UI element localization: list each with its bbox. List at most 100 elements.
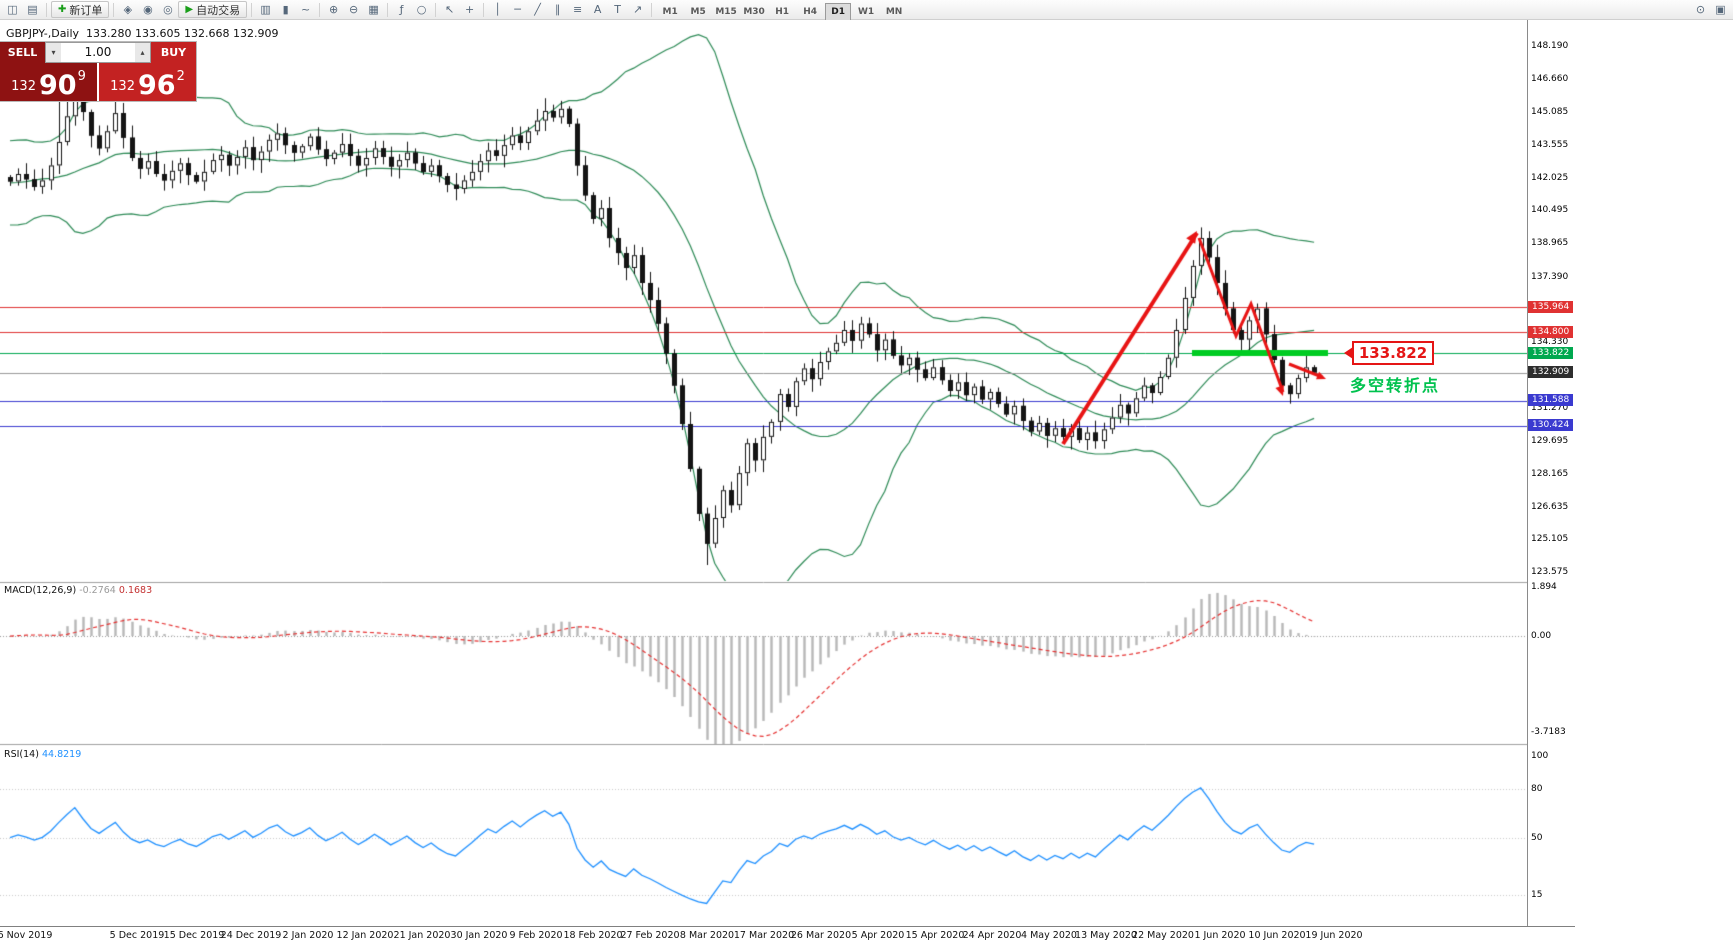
rsi-value: 44.8219 (41, 749, 82, 760)
timeframe-button-M30[interactable]: M30 (743, 6, 765, 17)
profiles-icon[interactable]: ▤ (27, 2, 38, 16)
date-label: 5 Dec 2019 (109, 930, 165, 941)
scripts-icon[interactable]: ◉ (143, 2, 153, 16)
trade-panel-controls: SELL ▾ 1.00 ▴ BUY (0, 42, 196, 63)
price-annotation-box[interactable]: 133.822 (1344, 341, 1434, 365)
timeframe-button-W1[interactable]: W1 (857, 6, 875, 17)
zoom-in-icon[interactable]: ⊕ (328, 2, 339, 16)
sell-price[interactable]: 132 90 9 (0, 63, 97, 101)
macd-signal-value: 0.1683 (118, 585, 153, 596)
date-label: 18 Feb 2020 (563, 930, 623, 941)
crosshair-icon[interactable]: + (464, 2, 475, 16)
price-line-flag: 135.964 (1528, 300, 1574, 313)
date-label: 22 May 2020 (1132, 930, 1194, 941)
price-tick-label: 146.660 (1531, 73, 1569, 84)
date-label: 17 Mar 2020 (733, 930, 795, 941)
price-tick-label: 138.965 (1531, 238, 1569, 249)
toolbar-separator (387, 2, 389, 17)
date-label: 9 Feb 2020 (509, 930, 563, 941)
toolbar-separator (435, 2, 437, 17)
toolbar-separator (319, 2, 321, 17)
date-label: 19 Jun 2020 (1305, 930, 1363, 941)
sell-price-sup: 9 (77, 69, 86, 84)
buy-price-big: 96 (137, 70, 176, 102)
turning-point-label[interactable]: 多空转折点 (1350, 376, 1441, 395)
timeframe-button-H1[interactable]: H1 (775, 6, 789, 17)
timeframe-button-M1[interactable]: M1 (662, 6, 678, 17)
date-label: 27 Feb 2020 (620, 930, 680, 941)
price-tick-label: 142.025 (1531, 172, 1569, 183)
text-label-icon[interactable]: T (614, 2, 621, 16)
toolbar-separator (251, 2, 253, 17)
volume-increase-button[interactable]: ▴ (135, 43, 150, 62)
price-line-flag: 131.588 (1528, 394, 1574, 407)
date-label: 4 May 2020 (1021, 930, 1077, 941)
time-axis[interactable]: 6 Nov 2019 5 Dec 2019 15 Dec 2019 24 Dec 20… (0, 926, 1575, 945)
macd-main-value: -0.2764 (79, 585, 116, 596)
arrow-object-icon[interactable]: ↗ (632, 2, 643, 16)
rsi-indicator-label: RSI(14) 44.8219 (4, 749, 81, 760)
price-line-flag: 134.800 (1528, 325, 1574, 338)
vertical-line-icon[interactable]: │ (494, 2, 501, 16)
chart-search-icon[interactable]: ⊙ (1695, 2, 1706, 16)
price-tick-label: 145.085 (1531, 107, 1569, 118)
horizontal-line-icon[interactable]: ─ (514, 2, 521, 16)
fibonacci-icon[interactable]: ≡ (572, 2, 583, 16)
buy-button[interactable]: BUY (151, 42, 196, 63)
tile-windows-icon[interactable]: ▦ (368, 2, 379, 16)
price-tick-label: 140.495 (1531, 205, 1569, 216)
current-price-flag: 132.909 (1528, 366, 1574, 379)
price-line-flag: 130.424 (1528, 419, 1574, 432)
sell-price-main: 132 (11, 79, 36, 94)
periods-icon[interactable]: ○ (416, 2, 427, 16)
chart-canvas[interactable] (0, 20, 1527, 928)
timeframe-group: M1 M5 M15 M30 H1 H4 D1 W1 MN (656, 0, 908, 21)
play-icon: ▶ (185, 4, 194, 15)
date-label: 15 Apr 2020 (905, 930, 965, 941)
expert-advisors-icon[interactable]: ◈ (123, 2, 133, 16)
text-icon[interactable]: A (593, 2, 602, 16)
timeframe-button-M5[interactable]: M5 (690, 6, 706, 17)
new-chart-icon[interactable]: ◫ (7, 2, 18, 16)
timeframe-button-MN[interactable]: MN (885, 6, 903, 17)
bar-chart-icon[interactable]: ▥ (260, 2, 271, 16)
channel-icon[interactable]: ∥ (554, 2, 561, 16)
sell-button[interactable]: SELL (0, 42, 45, 63)
toolbar-separator (651, 2, 653, 17)
date-label: 26 Mar 2020 (790, 930, 852, 941)
date-label: 21 Jan 2020 (393, 930, 451, 941)
new-order-button[interactable]: ✚ 新订单 (51, 1, 110, 18)
timeframe-button-D1[interactable]: D1 (825, 2, 852, 21)
date-label: 24 Dec 2019 (220, 930, 282, 941)
date-label: 2 Jan 2020 (282, 930, 334, 941)
autotrading-label: 自动交易 (196, 3, 241, 17)
rsi-tick-label: 80 (1531, 783, 1543, 794)
price-axis-separator (1527, 20, 1528, 926)
timeframe-button-M15[interactable]: M15 (715, 6, 737, 17)
price-axis[interactable]: 148.190 146.660 145.085 143.555 142.025 140.4… (1527, 20, 1733, 926)
volume-value[interactable]: 1.00 (84, 45, 112, 59)
alerts-icon[interactable]: ◎ (163, 2, 173, 16)
macd-tick-label: -3.7183 (1531, 727, 1566, 738)
toolbar-separator (483, 2, 485, 17)
volume-decrease-button[interactable]: ▾ (46, 43, 61, 62)
buy-price-main: 132 (110, 79, 135, 94)
zoom-out-icon[interactable]: ⊖ (348, 2, 359, 16)
price-tick-label: 134.330 (1531, 337, 1569, 348)
date-label: 12 Jan 2020 (336, 930, 394, 941)
buy-price-sup: 2 (176, 69, 185, 84)
trendline-icon[interactable]: ╱ (534, 2, 541, 16)
main-toolbar: ◫ ▤ ✚ 新订单 ◈ ◉ ◎ ▶ 自动交易 ▥ ▮ ~ ⊕ ⊖ ▦ ƒ ○ ↖… (0, 0, 1733, 21)
date-label: 1 Jun 2020 (1194, 930, 1246, 941)
window-list-icon[interactable]: ▣ (1715, 2, 1726, 16)
candlestick-chart-icon[interactable]: ▮ (282, 2, 289, 16)
buy-price[interactable]: 132 96 2 (99, 63, 196, 101)
autotrading-button[interactable]: ▶ 自动交易 (178, 1, 248, 18)
timeframe-button-H4[interactable]: H4 (803, 6, 817, 17)
price-tick-label: 125.105 (1531, 534, 1569, 545)
cursor-icon[interactable]: ↖ (444, 2, 455, 16)
line-chart-icon[interactable]: ~ (300, 2, 311, 16)
indicators-icon[interactable]: ƒ (399, 2, 404, 16)
macd-tick-label: 1.894 (1531, 582, 1557, 593)
